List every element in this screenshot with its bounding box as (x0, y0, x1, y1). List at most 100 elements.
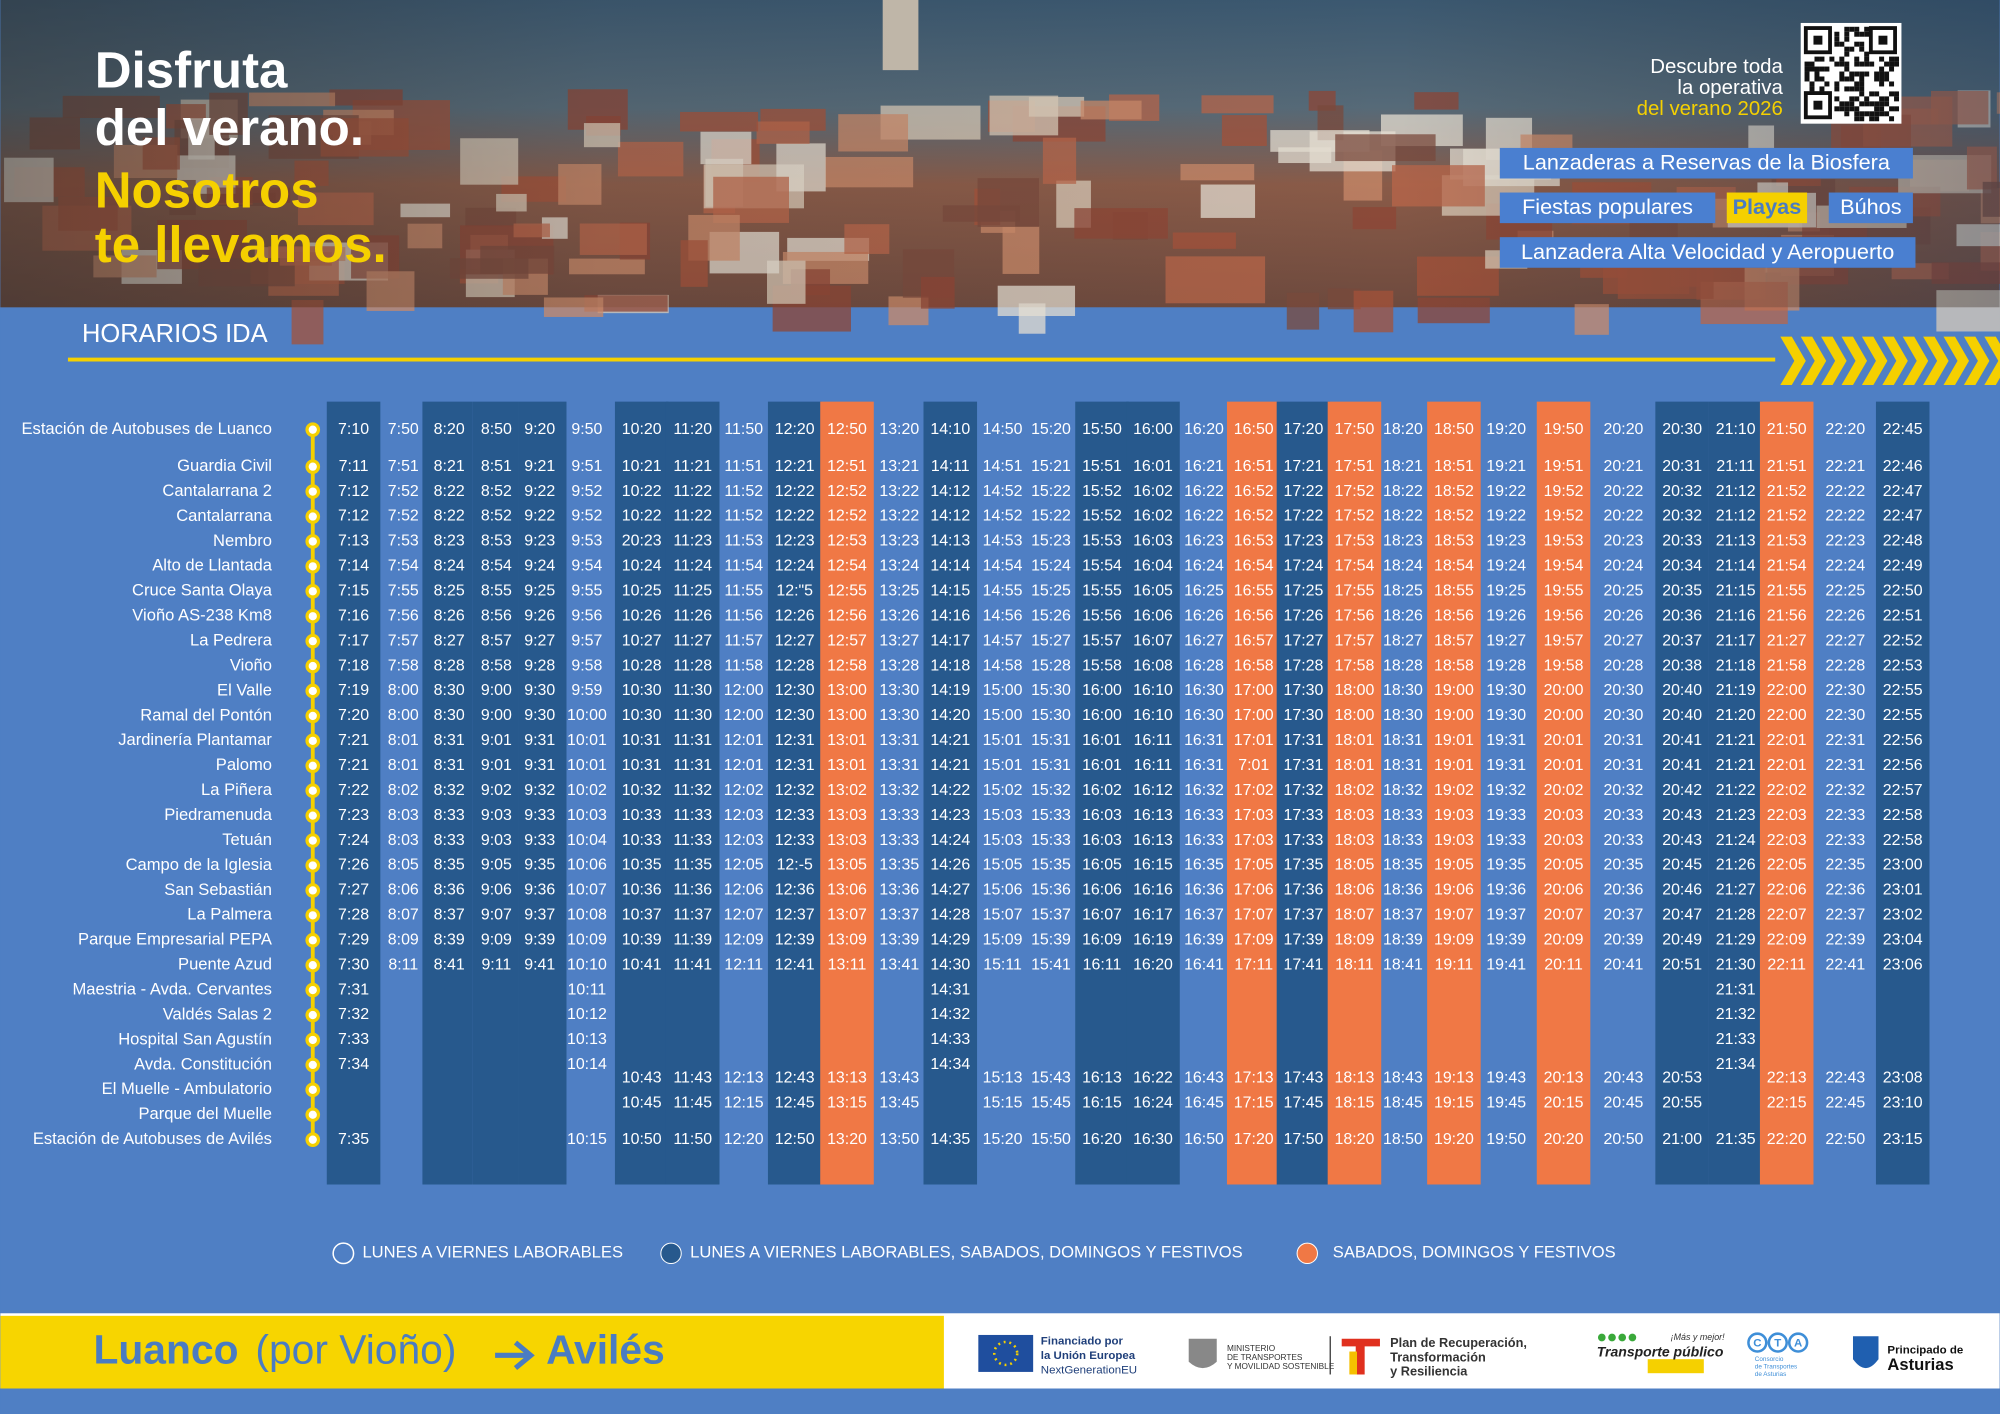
departure-time: 23:00 (1883, 857, 1923, 874)
departure-time: 18:50 (1434, 421, 1474, 438)
service-column (1427, 401, 1481, 1185)
departure-time: 12:20 (775, 421, 815, 438)
ministry-crest (1188, 1338, 1217, 1369)
stop-name: Campo de la Iglesia (126, 855, 273, 874)
departure-time: 22:02 (1767, 782, 1807, 799)
departure-time: 7:01 (1238, 757, 1269, 774)
departure-time: 10:33 (622, 807, 662, 824)
departure-time: 11:50 (724, 421, 763, 438)
stop-name: Cantalarrana (176, 506, 273, 525)
eu-text: Financiado por (1041, 1335, 1124, 1347)
nav-link-bg[interactable] (1499, 237, 1916, 268)
ministry-text: Y MOVILIDAD SOSTENIBLE (1227, 1362, 1335, 1371)
nav-link-label[interactable]: Lanzaderas a Reservas de la Biosfera (1523, 150, 1891, 175)
nav-link[interactable]: Lanzaderas a Reservas de la Biosfera (1499, 147, 1913, 179)
departure-time: 20:09 (1544, 931, 1584, 948)
qr-module (1849, 96, 1855, 102)
departure-time: 19:52 (1544, 508, 1584, 525)
departure-time: 21:27 (1767, 632, 1807, 649)
qr-module (1834, 96, 1840, 102)
qr-module (1809, 61, 1815, 67)
departure-time: 14:51 (983, 458, 1023, 475)
qr-finder (1813, 100, 1823, 110)
departure-time: 20:32 (1662, 508, 1702, 525)
qr-module (1864, 96, 1870, 102)
departure-time: 7:12 (338, 508, 369, 525)
departure-time: 22:35 (1825, 857, 1865, 874)
nav-link[interactable]: Lanzadera Alta Velocidad y Aeropuerto (1499, 237, 1916, 268)
eu-flag (978, 1334, 1034, 1372)
departure-time: 7:51 (388, 458, 419, 475)
departure-time: 15:54 (1082, 558, 1122, 575)
departure-time: 10:04 (567, 832, 607, 849)
departure-time: 16:21 (1184, 458, 1224, 475)
stop-name: Estación de Autobuses de Luanco (21, 419, 271, 438)
route-origin: Luanco (93, 1327, 238, 1373)
departure-time: 22:57 (1883, 782, 1923, 799)
departure-time: 18:03 (1335, 807, 1375, 824)
departure-time: 18:33 (1383, 832, 1423, 849)
departure-time: 9:32 (524, 782, 555, 799)
departure-time: 15:09 (983, 931, 1023, 948)
nav-link[interactable]: Fiestas populares (1499, 192, 1716, 224)
nav-link-label[interactable]: Búhos (1840, 194, 1902, 219)
departure-time: 16:04 (1133, 558, 1173, 575)
departure-time: 7:22 (338, 782, 369, 799)
qr-module (1839, 71, 1845, 77)
departure-time: 12:02 (724, 782, 764, 799)
nav-link-bg[interactable] (1726, 192, 1808, 224)
stop-node (305, 783, 321, 799)
departure-time: 22:41 (1825, 956, 1865, 973)
recovery-text: y Resiliencia (1390, 1363, 1468, 1378)
departure-time: 21:53 (1767, 533, 1807, 550)
nav-link[interactable]: Búhos (1828, 192, 1913, 224)
departure-time: 21:27 (1716, 882, 1756, 899)
departure-time: 13:27 (879, 632, 919, 649)
departure-time: 9:23 (524, 533, 555, 550)
qr-module (1844, 36, 1850, 42)
nav-link-bg[interactable] (1499, 147, 1913, 179)
departure-time: 13:03 (827, 807, 867, 824)
departure-time: 12:15 (724, 1094, 764, 1111)
departure-time: 20:41 (1604, 956, 1644, 973)
departure-time: 15:36 (1031, 882, 1071, 899)
departure-time: 15:03 (983, 832, 1023, 849)
departure-time: 8:56 (481, 607, 512, 624)
qr-module (1879, 66, 1885, 72)
stop-node (305, 422, 321, 438)
departure-time: 21:30 (1716, 956, 1756, 973)
departure-time: 18:13 (1335, 1070, 1375, 1087)
departure-time: 8:33 (434, 807, 465, 824)
nav-link-label[interactable]: Fiestas populares (1522, 194, 1693, 219)
departure-time: 18:22 (1383, 483, 1423, 500)
nav-link[interactable]: Playas (1726, 192, 1808, 224)
qr-module (1834, 106, 1840, 112)
departure-time: 21:33 (1716, 1031, 1756, 1048)
departure-time: 21:13 (1716, 533, 1756, 550)
service-column (820, 401, 874, 1185)
departure-time: 8:01 (388, 757, 419, 774)
departure-time: 13:06 (827, 882, 867, 899)
departure-time: 14:26 (930, 857, 970, 874)
departure-time: 20:31 (1662, 458, 1702, 475)
departure-time: 21:55 (1767, 582, 1807, 599)
departure-time: 13:05 (827, 857, 867, 874)
departure-time: 22:01 (1767, 757, 1807, 774)
departure-time: 7:26 (338, 857, 369, 874)
nav-link-bg[interactable] (1828, 192, 1913, 224)
departure-time: 19:24 (1486, 558, 1526, 575)
departure-time: 7:16 (338, 607, 369, 624)
nav-link-bg[interactable] (1499, 192, 1716, 224)
departure-time: 17:53 (1335, 533, 1375, 550)
departure-time: 11:28 (673, 657, 712, 674)
service-column (472, 401, 519, 1185)
nav-link-label[interactable]: Lanzadera Alta Velocidad y Aeropuerto (1521, 239, 1894, 264)
principado-text: Asturias (1887, 1355, 1953, 1374)
departure-time: 21:15 (1716, 582, 1756, 599)
stop-node (305, 808, 321, 823)
nav-link-label[interactable]: Playas (1733, 194, 1802, 219)
qr-module (1849, 26, 1855, 32)
departure-time: 15:30 (1031, 707, 1071, 724)
stop-node (305, 559, 321, 574)
departure-time: 18:31 (1383, 732, 1423, 749)
